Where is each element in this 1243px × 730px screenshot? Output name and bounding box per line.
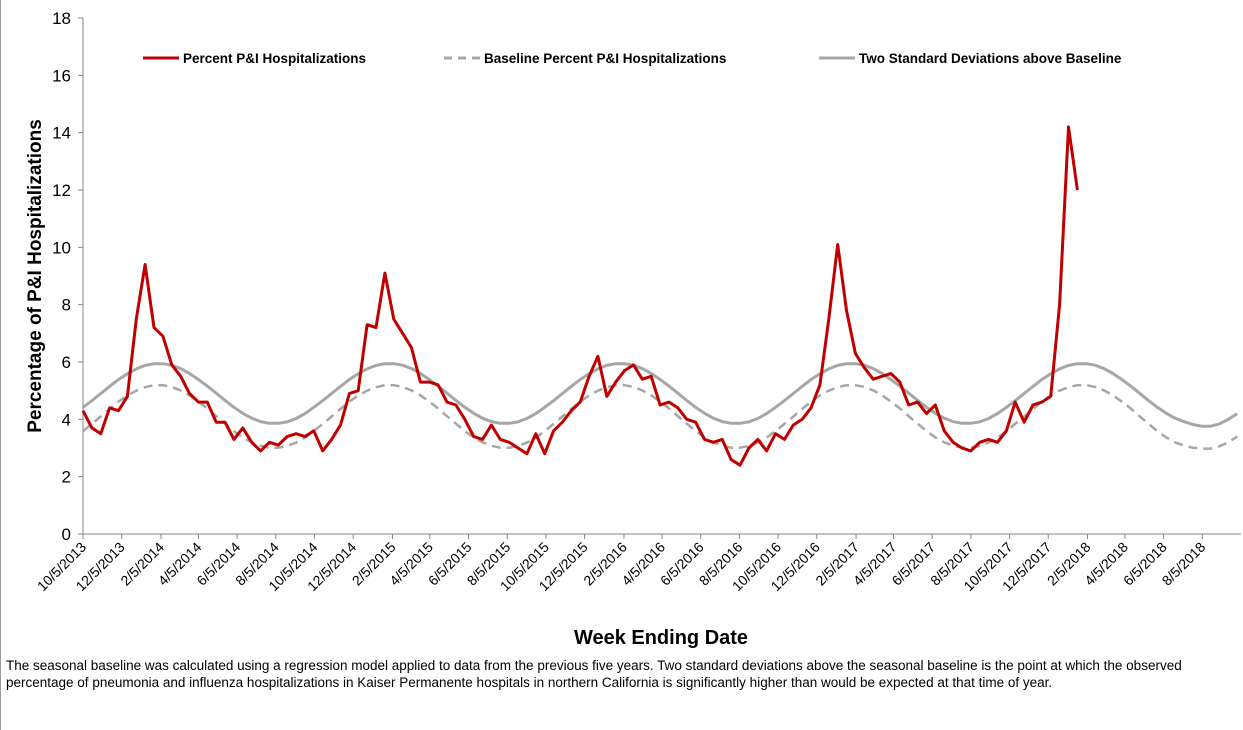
x-axis-title: Week Ending Date: [574, 627, 748, 649]
y-tick-label: 4: [62, 410, 71, 429]
x-tick-label: 8/5/2018: [1159, 539, 1209, 589]
y-tick-label: 0: [62, 525, 71, 544]
y-tick-label: 2: [62, 468, 71, 487]
y-axis-title: Percentage of P&I Hospitalizations: [25, 119, 46, 433]
series-line: [82, 383, 1238, 450]
legend-label: Percent P&I Hospitalizations: [183, 51, 366, 66]
y-tick-label: 6: [62, 353, 71, 372]
y-tick-label: 10: [52, 238, 71, 257]
series-line: [82, 362, 1239, 428]
legend-label: Baseline Percent P&I Hospitalizations: [484, 51, 726, 66]
legend-label: Two Standard Deviations above Baseline: [859, 51, 1122, 66]
y-tick-label: 18: [52, 9, 71, 28]
series-line: [81, 125, 1079, 467]
chart: Percentage of P&I Hospitalizations Week …: [25, 9, 1241, 649]
y-tick-label: 14: [52, 124, 71, 143]
y-tick-label: 12: [52, 181, 71, 200]
footnote: The seasonal baseline was calculated usi…: [6, 658, 1182, 690]
y-tick-label: 16: [52, 66, 71, 85]
y-tick-label: 8: [62, 296, 71, 315]
